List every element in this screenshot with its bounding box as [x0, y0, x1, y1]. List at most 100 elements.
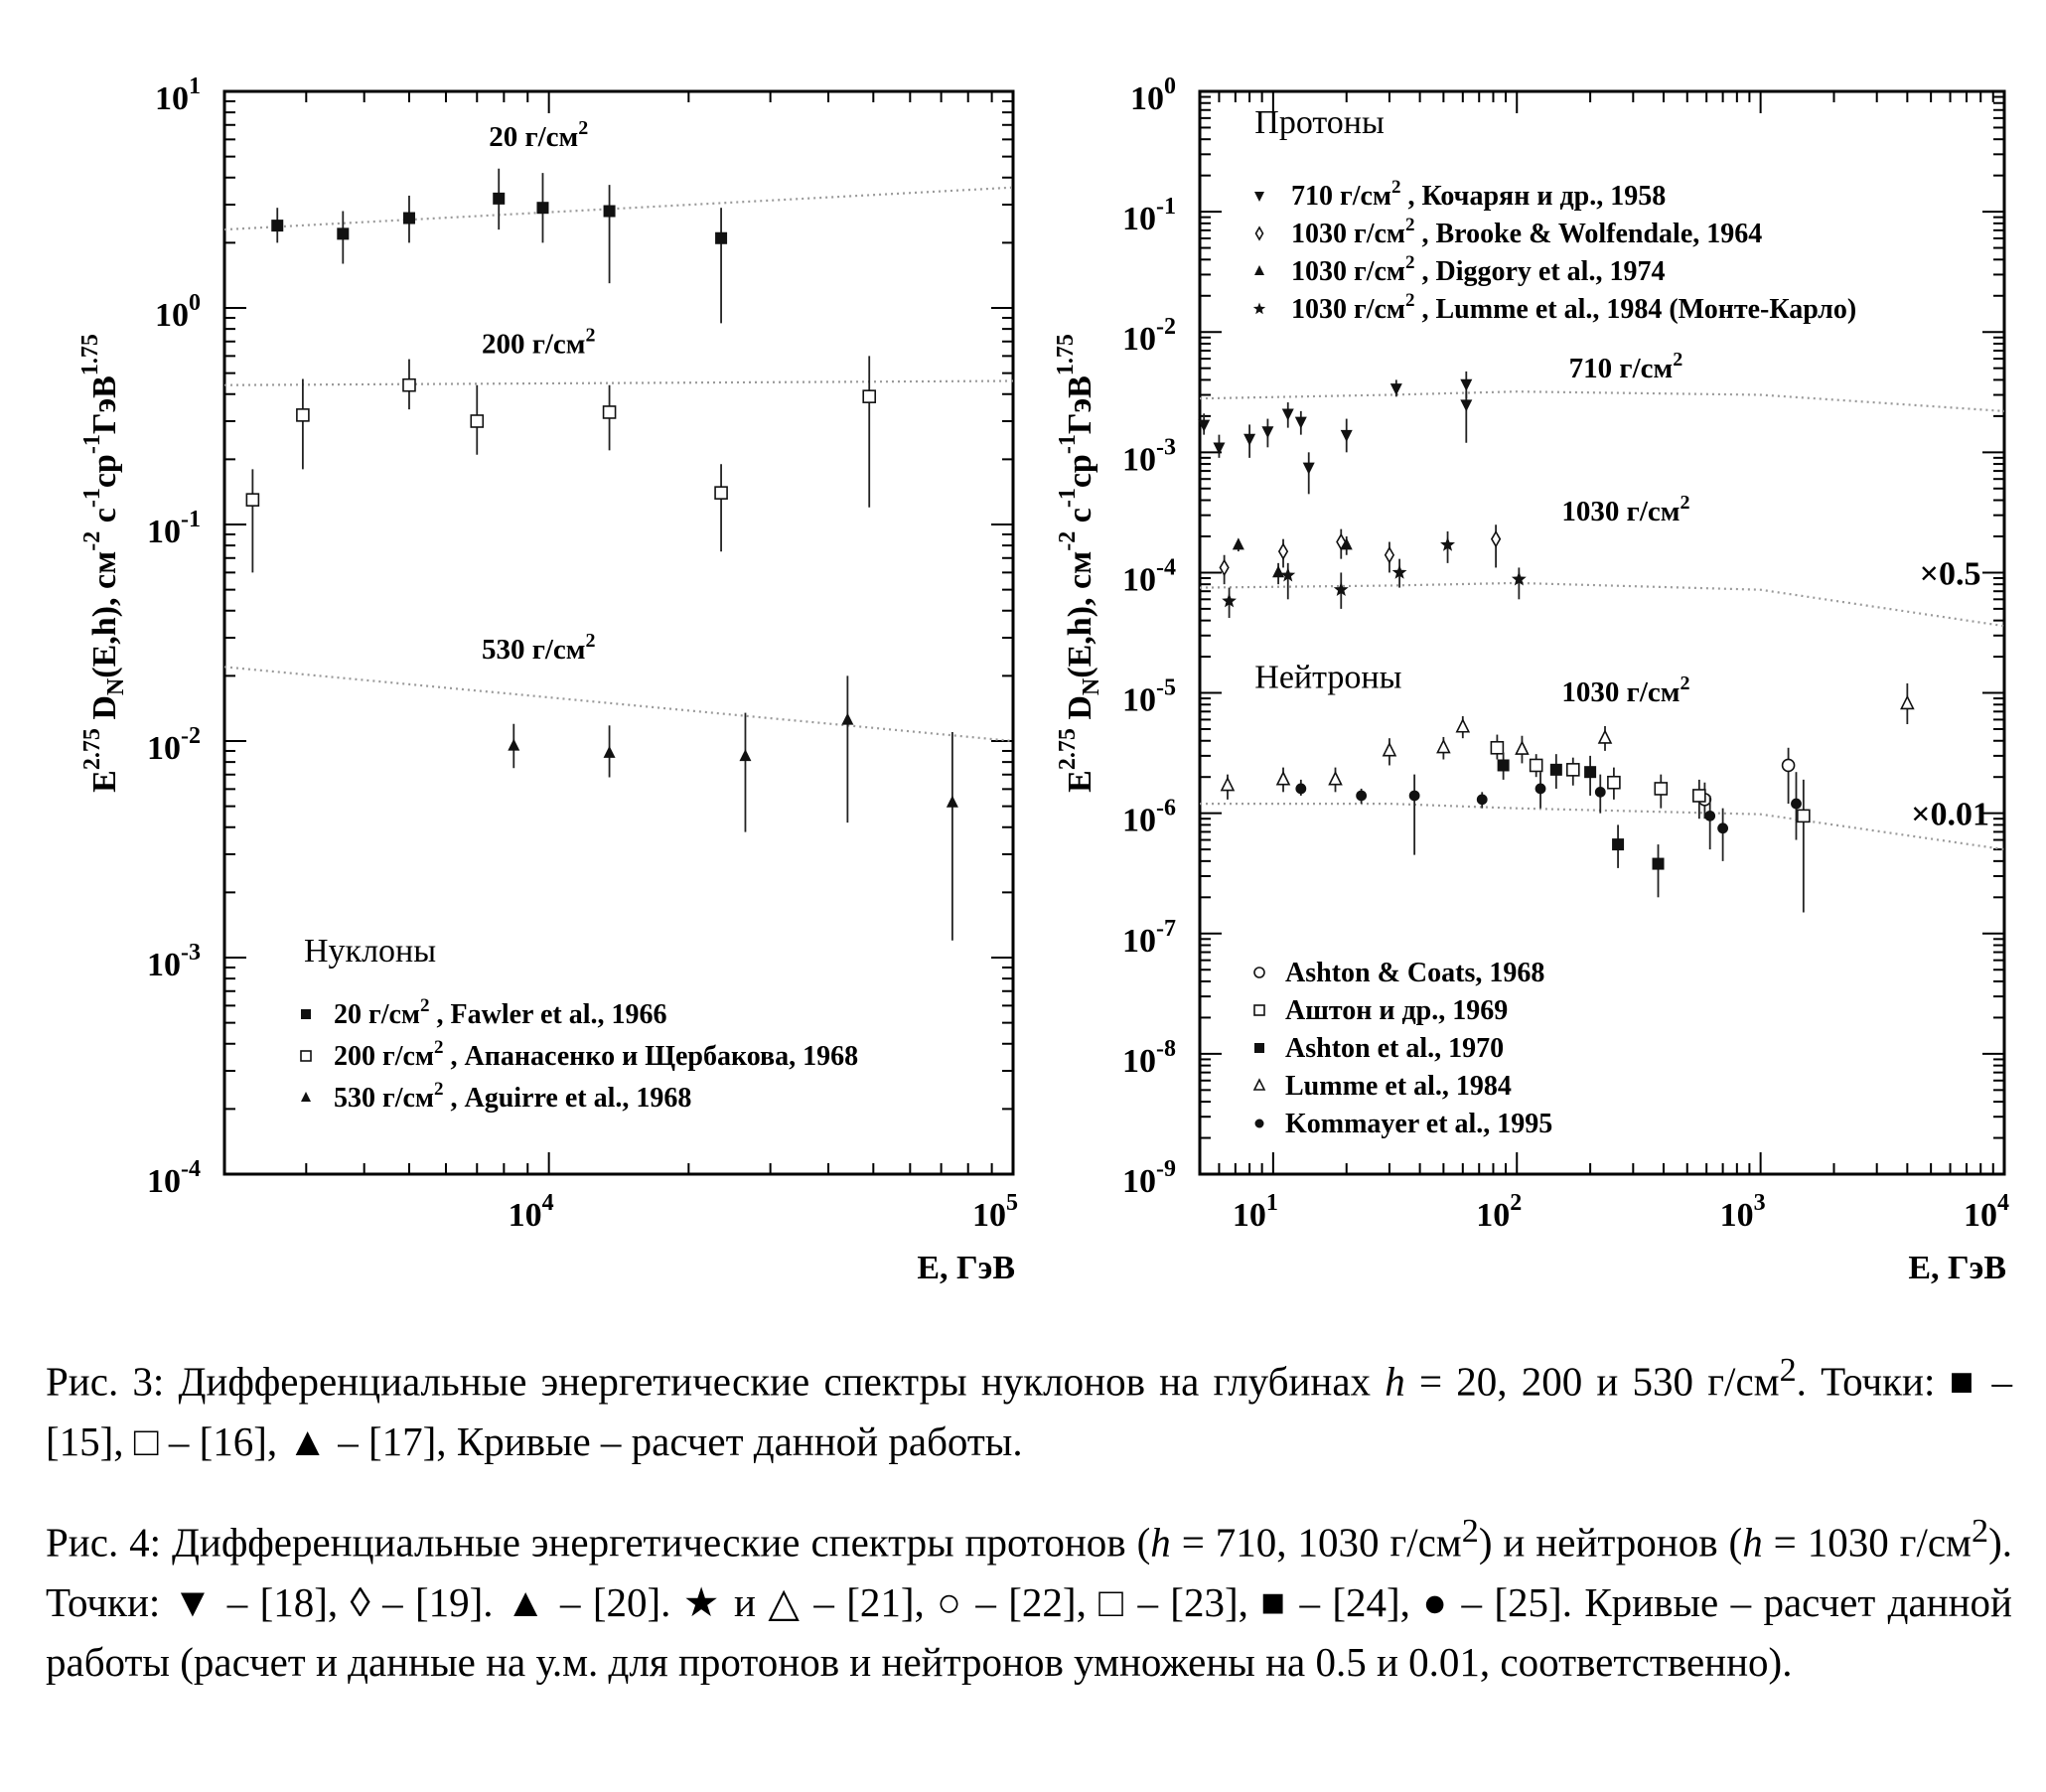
- filled-triangle-symbol: ▲: [287, 1418, 328, 1464]
- square-marker: [1584, 766, 1597, 779]
- x-axis-title: E, ГэВ: [917, 1250, 1015, 1286]
- caption-text: ). Точки:: [46, 1519, 2012, 1625]
- model-curve: [223, 186, 1014, 231]
- caption-text: = 1030 г/см: [1762, 1519, 1973, 1566]
- down-triangle-marker: [1254, 192, 1264, 202]
- triangle-marker: [1232, 537, 1244, 550]
- open-square-marker: [1607, 775, 1621, 790]
- triangle-marker: [1272, 565, 1285, 578]
- x-tick-label: 104: [509, 1190, 554, 1234]
- proton-neutron-spectrum-chart: 101 102 103 104 100 10-1 10-2 10-3 10-4 10-5 10-6 1…: [1053, 74, 2009, 1286]
- caption-text: – [22],: [963, 1578, 1099, 1625]
- legend-entry: Lumme et al., 1984: [1285, 1071, 1512, 1102]
- open-square-symbol: □: [1098, 1578, 1126, 1625]
- down-triangle-marker: [1213, 442, 1226, 455]
- square-marker: [271, 220, 284, 232]
- open-square-marker: [402, 377, 416, 392]
- legend-entry: 1030 г/см2 , Brooke & Wolfendale, 1964: [1291, 215, 1762, 249]
- dot-marker: [1717, 822, 1729, 834]
- legend-entry: 710 г/см2 , Кочарян и др., 1958: [1291, 177, 1666, 212]
- caption-text: – [18],: [215, 1578, 351, 1625]
- x-tick-label: 103: [1720, 1190, 1766, 1234]
- filled-triangle-symbol: ▲: [505, 1578, 548, 1625]
- caption-var-h: h: [1150, 1519, 1171, 1566]
- x-tick-label: 101: [1233, 1190, 1278, 1234]
- open-square-marker: [862, 389, 877, 403]
- y-tick-label: 10-3: [1122, 434, 1176, 478]
- caption-text: – [19].: [369, 1578, 506, 1625]
- open-triangle-marker: [1252, 1078, 1266, 1091]
- depth-annotation: 1030 г/см2: [1561, 672, 1689, 708]
- down-triangle-marker: [1389, 383, 1402, 396]
- y-tick-label: 100: [155, 290, 201, 334]
- caption-text: – [23],: [1125, 1578, 1261, 1625]
- star-marker: [1391, 564, 1407, 579]
- caption-text: – [16],: [158, 1418, 288, 1464]
- plot-frame: [1198, 89, 2006, 1176]
- down-triangle-symbol: ▼: [172, 1578, 216, 1625]
- square-marker: [1497, 759, 1510, 772]
- y-tick-label: 10-7: [1122, 916, 1176, 960]
- open-square-marker: [1565, 763, 1580, 777]
- y-axis-title: E2.75 DN(E,h), см-2 с-1ср-1ГэВ1.75: [77, 334, 129, 793]
- square-marker: [337, 227, 350, 240]
- dot-marker: [1408, 790, 1420, 802]
- legend-entry: 1030 г/см2 , Diggory et al., 1974: [1291, 252, 1665, 287]
- section-label: Протоны: [1254, 104, 1385, 141]
- square-marker: [1612, 838, 1625, 851]
- caption-text: – [25]. Кривые – расчет данной работы (р…: [46, 1578, 2013, 1685]
- open-square-symbol: □: [133, 1418, 159, 1464]
- y-tick-label: 10-1: [147, 507, 201, 550]
- triangle-marker: [739, 749, 752, 762]
- caption-text: = 20, 200 и 530 г/см: [1404, 1358, 1780, 1405]
- down-triangle-marker: [1198, 419, 1211, 432]
- caption-var-h: h: [1385, 1358, 1405, 1405]
- caption-sup: 2: [1779, 1352, 1797, 1389]
- down-triangle-marker: [1294, 416, 1307, 429]
- square-marker: [1652, 857, 1665, 870]
- triangle-marker: [1254, 265, 1264, 275]
- caption-text: – [20].: [547, 1578, 683, 1625]
- depth-annotation: 1030 г/см2: [1561, 492, 1689, 527]
- legend-entry: 200 г/см2 , Апанасенко и Щербакова, 1968: [334, 1037, 858, 1072]
- depth-annotation: 530 г/см2: [482, 630, 596, 666]
- open-triangle-marker: [1382, 741, 1397, 757]
- filled-dot-symbol: ●: [1422, 1578, 1450, 1625]
- dot-marker: [1534, 783, 1546, 795]
- diamond-marker: [1277, 542, 1289, 560]
- x-tick-label: 104: [1964, 1190, 2009, 1234]
- x-tick-label: 102: [1476, 1190, 1522, 1234]
- figure-3-caption: Рис. 3: Дифференциальные энергетические …: [46, 1341, 2012, 1471]
- diamond-marker: [1384, 545, 1395, 564]
- down-triangle-marker: [1261, 426, 1274, 439]
- diamond-marker: [1490, 529, 1502, 548]
- square-marker: [301, 1009, 311, 1019]
- diamond-marker: [1219, 558, 1230, 577]
- square-marker: [715, 231, 728, 244]
- model-curve: [1199, 390, 2005, 412]
- y-tick-label: 10-4: [1122, 554, 1176, 598]
- dot-marker: [1704, 810, 1716, 821]
- y-tick-label: 10-2: [147, 723, 201, 767]
- open-triangle-marker: [1455, 717, 1471, 733]
- y-tick-label: 10-5: [1122, 675, 1176, 719]
- square-marker: [536, 202, 549, 215]
- square-marker: [1549, 763, 1562, 776]
- triangle-marker: [841, 712, 854, 725]
- caption-text: – [15],: [46, 1358, 2013, 1464]
- legend-entry: 20 г/см2 , Fawler et al., 1966: [334, 995, 666, 1030]
- dot-marker: [1356, 790, 1368, 802]
- open-square-marker: [602, 405, 617, 419]
- y-tick-label: 10-1: [1122, 194, 1176, 237]
- square-marker: [402, 212, 415, 224]
- section-label: Нейтроны: [1254, 660, 1401, 696]
- y-axis-title: E2.75 DN(E,h), см-2 с-1ср-1ГэВ1.75: [1053, 334, 1104, 793]
- square-marker: [493, 192, 506, 205]
- dot-marker: [1791, 798, 1802, 810]
- x-axis-title: E, ГэВ: [1908, 1250, 2006, 1286]
- model-curve: [1199, 581, 2005, 628]
- open-square-marker: [1692, 789, 1706, 803]
- caption-text: ) и нейтронов (: [1478, 1519, 1743, 1566]
- y-tick-label: 10-3: [147, 940, 201, 983]
- diamond-marker: [1254, 225, 1264, 241]
